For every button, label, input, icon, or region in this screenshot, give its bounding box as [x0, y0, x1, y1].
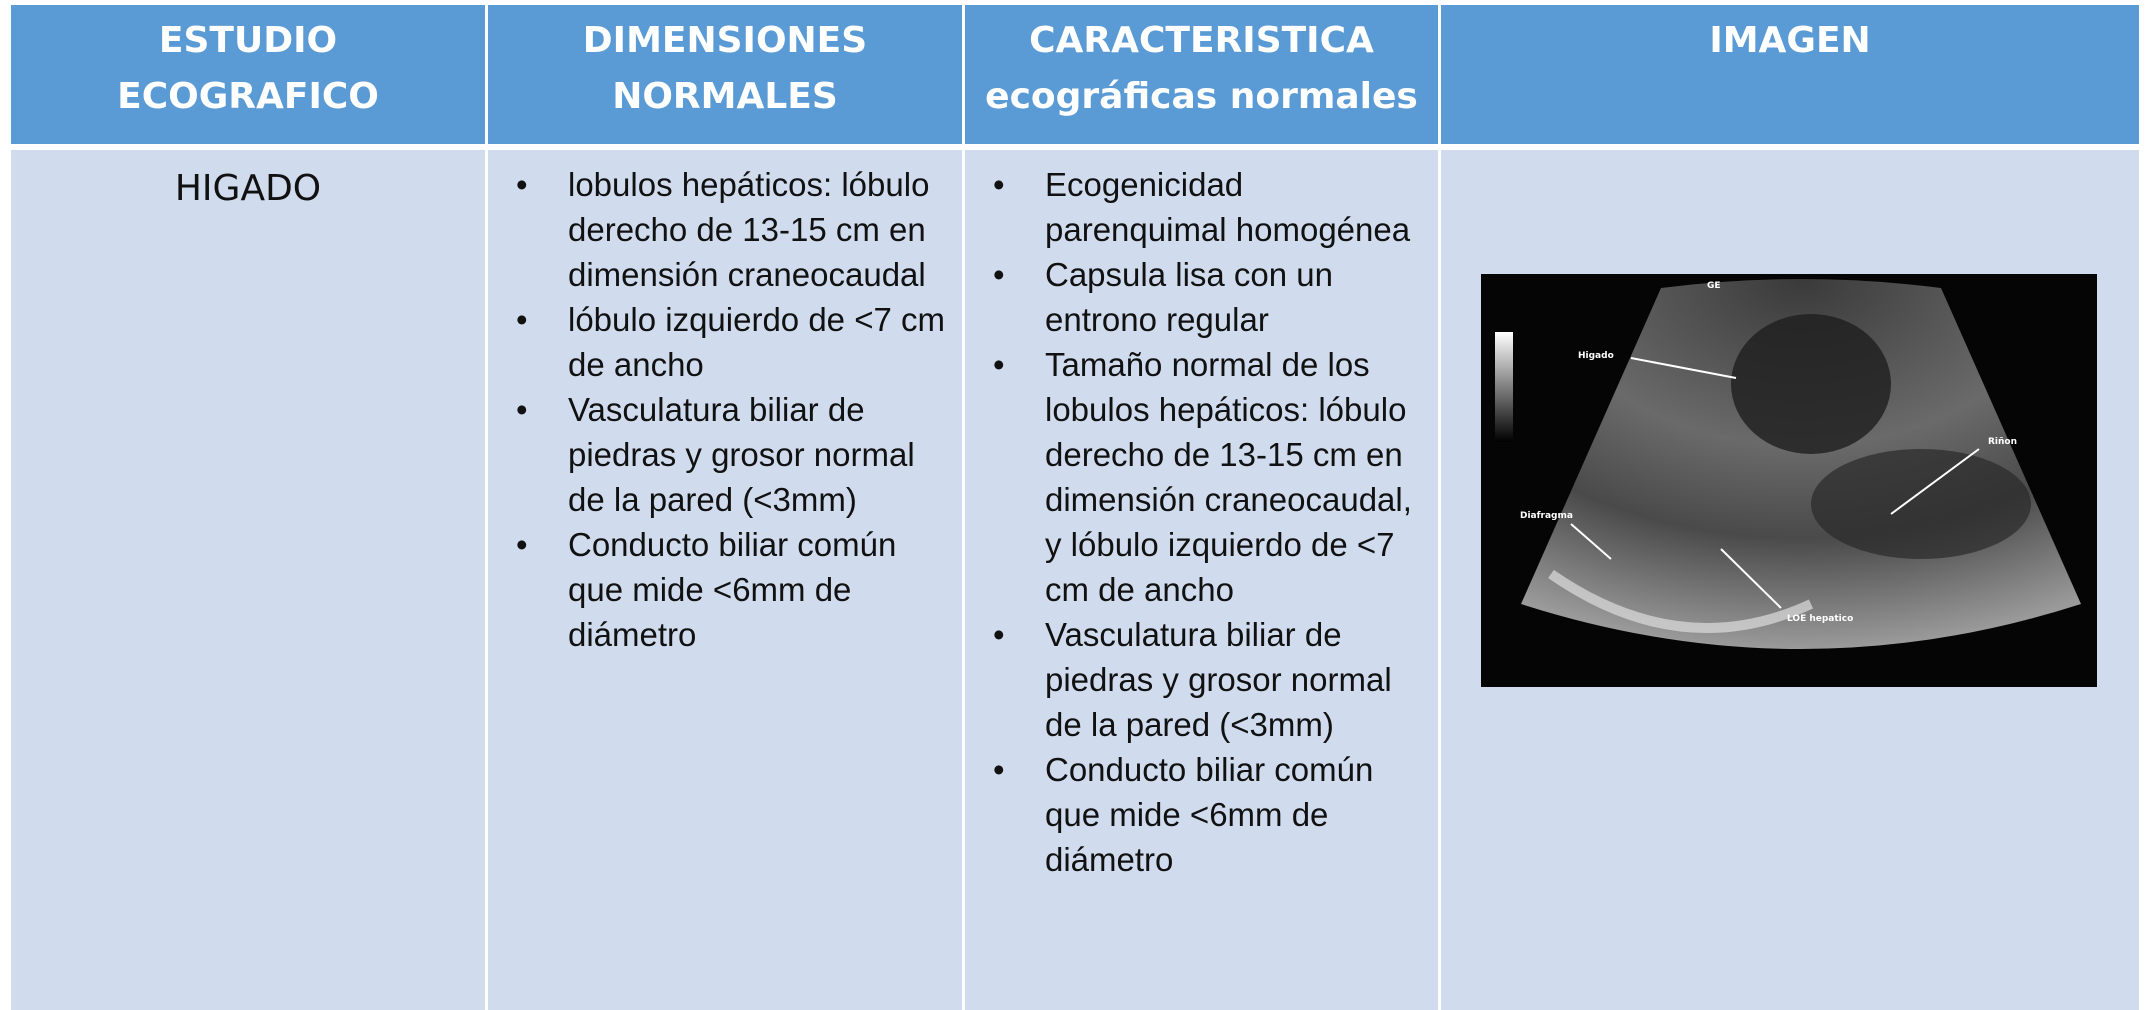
dimensions-cell: lobulos hepáticos: lóbulo derecho de 13-…: [488, 150, 962, 1010]
ultrasound-image: GE Higado Riñon Diafragma LOE hepatico: [1481, 274, 2097, 687]
gray-scale-bar: [1495, 332, 1513, 442]
bullet-item: lóbulo izquierdo de <7 cm de ancho: [516, 297, 948, 387]
header-cell: CARACTERISTICA ecográficas normales: [965, 5, 1438, 144]
characteristics-cell: Ecogenicidad parenquimal homogéneaCapsul…: [965, 150, 1438, 1010]
bullet-item: Capsula lisa con un entrono regular: [993, 252, 1428, 342]
header-text: ecográficas normales: [985, 76, 1418, 117]
image-label: GE: [1707, 281, 1721, 291]
study-cell: HIGADO: [11, 150, 485, 1010]
bullet-item: Conducto biliar común que mide <6mm de d…: [993, 747, 1428, 882]
header-cell: DIMENSIONES NORMALES: [488, 5, 962, 144]
characteristics-list: Ecogenicidad parenquimal homogéneaCapsul…: [983, 162, 1428, 882]
arrow: [1630, 357, 1737, 379]
bullet-item: Conducto biliar común que mide <6mm de d…: [516, 522, 948, 657]
image-cell: GE Higado Riñon Diafragma LOE hepatico: [1441, 150, 2139, 1010]
bullet-item: lobulos hepáticos: lóbulo derecho de 13-…: [516, 162, 948, 297]
bullet-item: Ecogenicidad parenquimal homogénea: [993, 162, 1428, 252]
bullet-item: Vasculatura biliar de piedras y grosor n…: [993, 612, 1428, 747]
bullet-item: Vasculatura biliar de piedras y grosor n…: [516, 387, 948, 522]
dimensions-list: lobulos hepáticos: lóbulo derecho de 13-…: [506, 162, 948, 657]
header-text: CARACTERISTICA: [1029, 20, 1374, 61]
arrow: [1890, 448, 1980, 515]
arrow: [1720, 548, 1782, 609]
arrow: [1570, 523, 1612, 560]
diaphragm-echo: [1548, 569, 1814, 633]
kidney-region: [1811, 449, 2031, 559]
header-text: NORMALES: [612, 76, 838, 117]
arrows: [1570, 357, 1980, 609]
study-name: HIGADO: [174, 168, 322, 209]
header-text: ESTUDIO: [158, 20, 338, 61]
header-cell: ESTUDIO ECOGRAFICO: [11, 5, 485, 144]
bullet-item: Tamaño normal de los lobulos hepáticos: …: [993, 342, 1428, 612]
image-label: Riñon: [1988, 437, 2017, 447]
header-text: DIMENSIONES: [582, 20, 868, 61]
header-text: IMAGEN: [1709, 20, 1871, 61]
image-label: LOE hepatico: [1787, 614, 1853, 624]
header-cell: IMAGEN: [1441, 5, 2139, 144]
image-label: Higado: [1578, 351, 1614, 361]
header-text: ECOGRAFICO: [117, 76, 379, 117]
image-label: Diafragma: [1520, 511, 1573, 521]
dark-region: [1731, 314, 1891, 454]
